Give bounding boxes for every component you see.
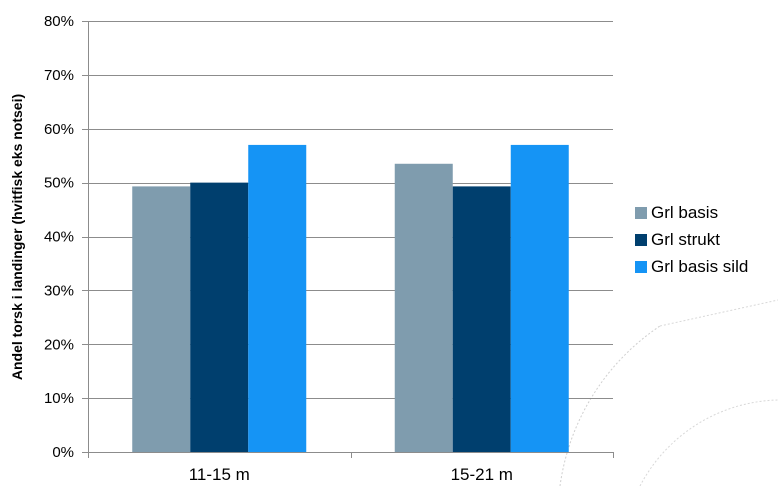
- bar: [132, 186, 191, 453]
- y-tick-label: 50%: [44, 175, 74, 192]
- y-tick-labels: 0% 10% 20% 30% 40% 50% 60% 70% 80%: [44, 13, 74, 461]
- bar: [190, 182, 249, 452]
- legend-swatch: [635, 207, 647, 219]
- x-tick-label: 11-15 m: [189, 465, 250, 484]
- y-tick-label: 60%: [44, 121, 74, 138]
- legend: Grl basis Grl strukt Grl basis sild: [635, 203, 748, 276]
- y-tick-label: 20%: [44, 336, 74, 353]
- legend-label: Grl strukt: [651, 230, 720, 249]
- bars: [132, 144, 569, 453]
- bar: [452, 186, 511, 453]
- legend-label: Grl basis sild: [651, 257, 748, 276]
- legend-swatch: [635, 234, 647, 246]
- x-tick-labels: 11-15 m 15-21 m: [189, 465, 513, 484]
- bar: [248, 144, 307, 452]
- bar: [510, 144, 569, 452]
- axes: [82, 21, 614, 458]
- watermark-arc: [659, 299, 778, 327]
- x-tick-label: 15-21 m: [451, 465, 513, 484]
- legend-label: Grl basis: [651, 203, 718, 222]
- legend-swatch: [635, 261, 647, 273]
- y-tick-label: 40%: [44, 229, 74, 246]
- watermark-arc: [559, 325, 661, 487]
- y-tick-label: 70%: [44, 67, 74, 84]
- y-tick-label: 10%: [44, 390, 74, 407]
- y-tick-label: 30%: [44, 282, 74, 299]
- y-tick-label: 80%: [44, 13, 74, 30]
- bar: [394, 163, 453, 453]
- watermark-arcs: [559, 299, 778, 487]
- y-axis-label: Andel torsk i landinger (hvitfisk eks no…: [9, 94, 25, 380]
- y-tick-label: 0%: [52, 444, 74, 461]
- watermark-arc: [639, 399, 778, 487]
